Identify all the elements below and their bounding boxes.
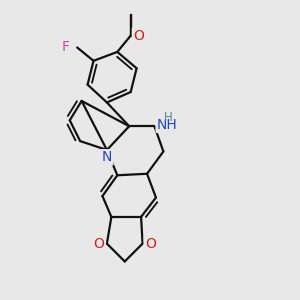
Text: F: F	[62, 40, 70, 55]
Text: NH: NH	[157, 118, 178, 132]
Text: O: O	[145, 237, 156, 250]
Text: O: O	[133, 28, 144, 43]
Text: H: H	[164, 111, 172, 124]
Text: N: N	[102, 150, 112, 164]
Text: O: O	[94, 237, 104, 250]
